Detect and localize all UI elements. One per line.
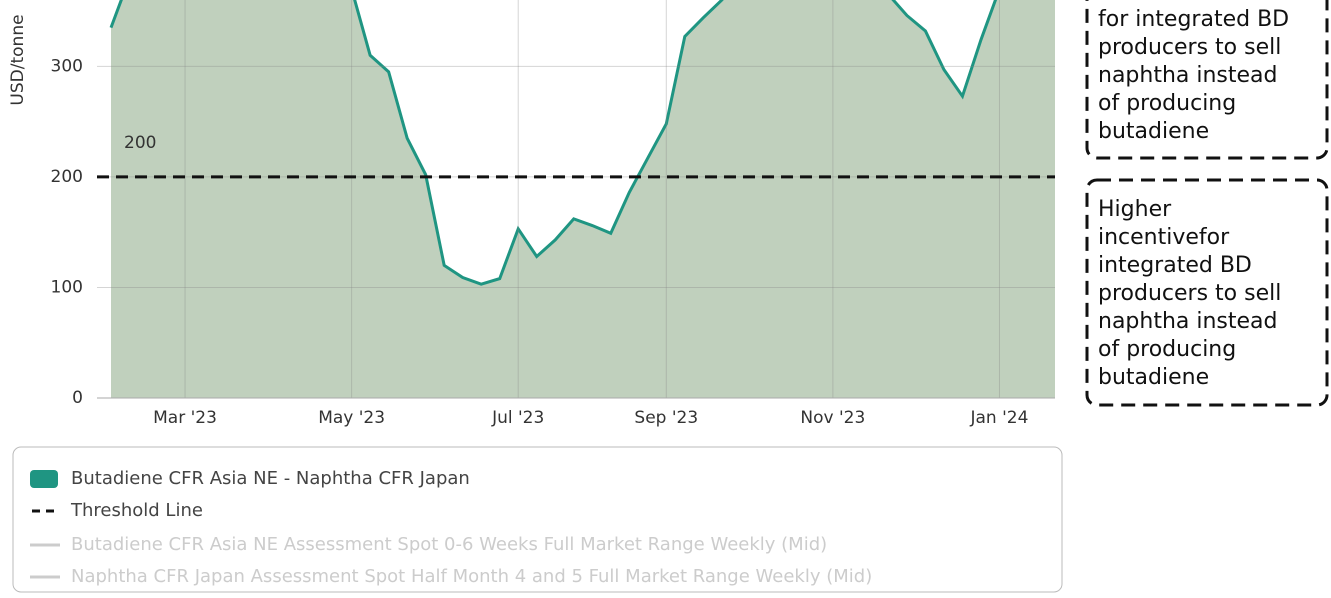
annotation-text: butadiene	[1098, 365, 1209, 390]
area	[111, 0, 1055, 398]
y-axis-label: USD/tonne	[8, 14, 28, 105]
x-tick-label: May '23	[318, 408, 385, 428]
annotation-box	[1085, 0, 1329, 160]
legend-swatch	[30, 470, 58, 488]
annotation-text: integrated BD	[1098, 253, 1252, 278]
legend-box	[12, 446, 1063, 593]
y-tick-label: 100	[51, 277, 83, 297]
legend-label: Naphtha CFR Japan Assessment Spot Half M…	[71, 566, 872, 587]
x-tick-label: Jul '23	[491, 408, 544, 428]
x-tick-label: Jan '24	[970, 408, 1029, 428]
x-tick-label: Sep '23	[634, 408, 698, 428]
annotation-text: of producing	[1098, 91, 1236, 116]
annotation-text: Higher	[1098, 197, 1172, 222]
line	[109, 0, 998, 286]
annotation-text: producers to sell	[1098, 35, 1281, 60]
plot	[109, 0, 1055, 398]
annotation-text: butadiene	[1098, 119, 1209, 144]
y-tick-label: 200	[51, 167, 83, 187]
legend-label: Threshold Line	[70, 500, 203, 521]
legend-label: Butadiene CFR Asia NE Assessment Spot 0-…	[71, 534, 827, 555]
legend-label: Butadiene CFR Asia NE - Naphtha CFR Japa…	[71, 468, 470, 489]
annotation-box	[1085, 178, 1329, 407]
annotation-text: for integrated BD	[1098, 7, 1289, 32]
annotation-text: of producing	[1098, 337, 1236, 362]
x-tick-label: Nov '23	[800, 408, 865, 428]
threshold-label: 200	[124, 133, 156, 153]
annotation-text: naphtha instead	[1098, 309, 1278, 334]
y-tick-label: 0	[72, 388, 83, 408]
x-tick-label: Mar '23	[153, 408, 217, 428]
annotation-text: incentivefor	[1098, 225, 1230, 250]
annotation-text: naphtha instead	[1098, 63, 1278, 88]
y-tick-label: 300	[51, 56, 83, 76]
annotation-text: producers to sell	[1098, 281, 1281, 306]
